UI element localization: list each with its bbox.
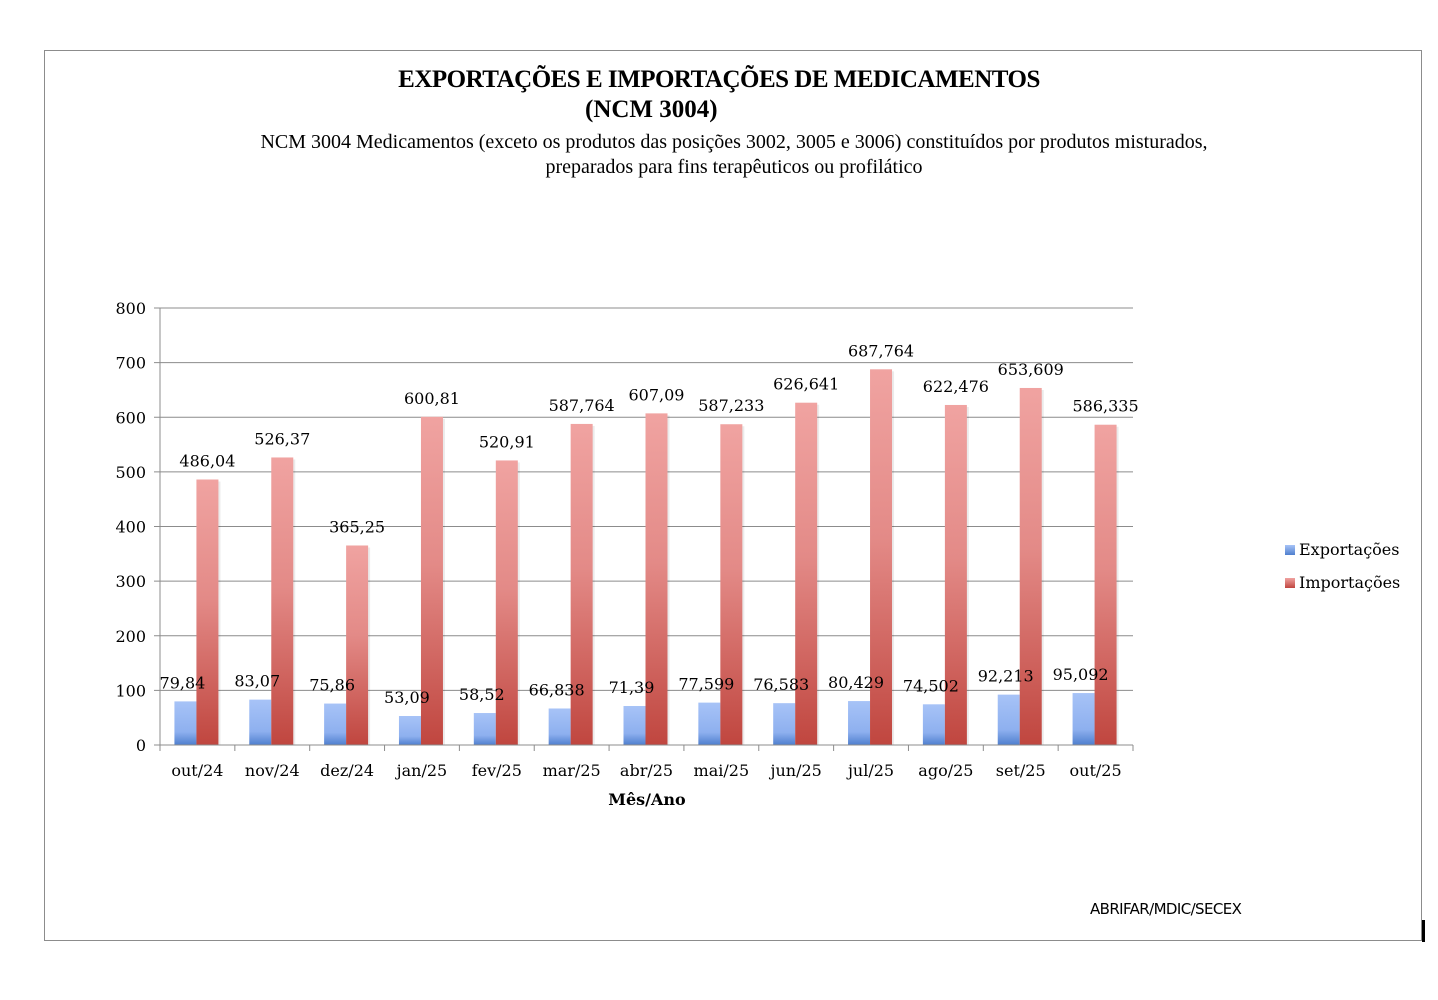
legend-swatch-exportacoes: [1285, 544, 1295, 555]
bar-importacoes: [1019, 387, 1042, 745]
data-label-exportacoes: 58,52: [459, 685, 505, 704]
chart-subtitle-line1: NCM 3004 Medicamentos (exceto os produto…: [260, 131, 1208, 153]
bar-importacoes: [420, 416, 443, 745]
data-label-importacoes: 587,764: [549, 396, 615, 415]
legend-label-exportacoes: Exportações: [1299, 540, 1400, 559]
x-tick-label: jun/25: [769, 761, 822, 780]
bar-importacoes: [720, 424, 743, 745]
bar-exportacoes: [773, 703, 796, 745]
data-label-exportacoes: 74,502: [903, 676, 959, 695]
bar-exportacoes: [623, 706, 646, 745]
data-label-importacoes: 587,233: [698, 396, 764, 415]
chart-subtitle-line2: preparados para fins terapêuticos ou pro…: [545, 156, 923, 178]
bar-importacoes: [346, 545, 369, 745]
legend-label-importacoes: Importações: [1299, 573, 1401, 592]
legend-swatch-importacoes: [1285, 577, 1295, 588]
y-tick-label: 200: [115, 627, 146, 646]
data-label-importacoes: 600,81: [404, 389, 460, 408]
x-tick-label: out/24: [171, 761, 223, 780]
x-tick-label: ago/25: [918, 761, 973, 780]
x-tick-label: dez/24: [320, 761, 374, 780]
y-tick-label: 400: [115, 518, 146, 537]
data-label-exportacoes: 80,429: [828, 673, 884, 692]
data-label-exportacoes: 71,39: [609, 678, 655, 697]
data-label-exportacoes: 77,599: [678, 675, 734, 694]
text-cursor: [1422, 920, 1425, 942]
x-tick-label: jul/25: [846, 761, 894, 780]
x-tick-label: mar/25: [543, 761, 601, 780]
data-label-exportacoes: 79,84: [160, 673, 206, 692]
y-tick-label: 500: [115, 463, 146, 482]
data-label-importacoes: 486,04: [179, 452, 235, 471]
data-label-importacoes: 526,37: [254, 429, 310, 448]
bar-importacoes: [1094, 424, 1117, 745]
data-label-importacoes: 365,25: [329, 517, 385, 536]
y-tick-label: 800: [115, 299, 146, 318]
data-label-exportacoes: 92,213: [978, 667, 1034, 686]
data-label-importacoes: 622,476: [923, 377, 989, 396]
bar-importacoes: [196, 479, 219, 745]
x-tick-label: set/25: [996, 761, 1046, 780]
data-label-importacoes: 653,609: [998, 360, 1064, 379]
chart-title-line2: (NCM 3004): [585, 96, 718, 123]
bar-exportacoes: [1072, 693, 1095, 745]
bar-importacoes: [645, 413, 668, 745]
data-label-importacoes: 687,764: [848, 341, 914, 360]
source-note: ABRIFAR/MDIC/SECEX: [1090, 900, 1242, 918]
bar-importacoes: [271, 457, 294, 745]
chart-legend: Exportações Importações: [1285, 533, 1400, 599]
x-tick-label: out/25: [1070, 761, 1122, 780]
data-label-exportacoes: 83,07: [234, 672, 280, 691]
chart-frame: [44, 50, 1422, 941]
data-label-importacoes: 626,641: [773, 375, 839, 394]
data-label-importacoes: 586,335: [1072, 397, 1138, 416]
data-label-importacoes: 520,91: [479, 432, 535, 451]
x-tick-label: jan/25: [395, 761, 448, 780]
data-label-exportacoes: 75,86: [309, 676, 355, 695]
data-label-importacoes: 607,09: [629, 385, 685, 404]
bar-exportacoes: [848, 701, 871, 745]
y-tick-label: 0: [136, 736, 146, 755]
bar-exportacoes: [473, 713, 496, 745]
legend-item-importacoes: Importações: [1285, 566, 1400, 599]
x-tick-label: nov/24: [245, 761, 300, 780]
bar-exportacoes: [249, 699, 272, 745]
bar-exportacoes: [698, 702, 721, 745]
x-axis-label: Mês/Ano: [608, 790, 686, 809]
y-tick-label: 600: [115, 408, 146, 427]
x-tick-label: fev/25: [472, 761, 522, 780]
x-tick-label: abr/25: [620, 761, 673, 780]
bar-importacoes: [495, 460, 518, 745]
data-label-exportacoes: 76,583: [753, 675, 809, 694]
bar-importacoes: [944, 404, 967, 745]
y-tick-label: 300: [115, 572, 146, 591]
chart-title: EXPORTAÇÕES E IMPORTAÇÕES DE MEDICAMENTO…: [398, 66, 1040, 93]
x-tick-label: mai/25: [694, 761, 750, 780]
bar-exportacoes: [997, 694, 1020, 745]
bar-importacoes: [795, 402, 818, 745]
bar-importacoes: [870, 369, 893, 745]
bar-importacoes: [570, 423, 593, 745]
y-tick-label: 100: [115, 681, 146, 700]
bar-exportacoes: [548, 708, 571, 745]
bar-exportacoes: [174, 701, 197, 745]
data-label-exportacoes: 66,838: [529, 680, 585, 699]
bar-exportacoes: [922, 704, 945, 745]
bar-exportacoes: [398, 715, 421, 745]
data-label-exportacoes: 95,092: [1053, 665, 1109, 684]
legend-item-exportacoes: Exportações: [1285, 533, 1400, 566]
y-tick-label: 700: [115, 354, 146, 373]
data-label-exportacoes: 53,09: [384, 688, 430, 707]
bar-exportacoes: [324, 703, 347, 745]
